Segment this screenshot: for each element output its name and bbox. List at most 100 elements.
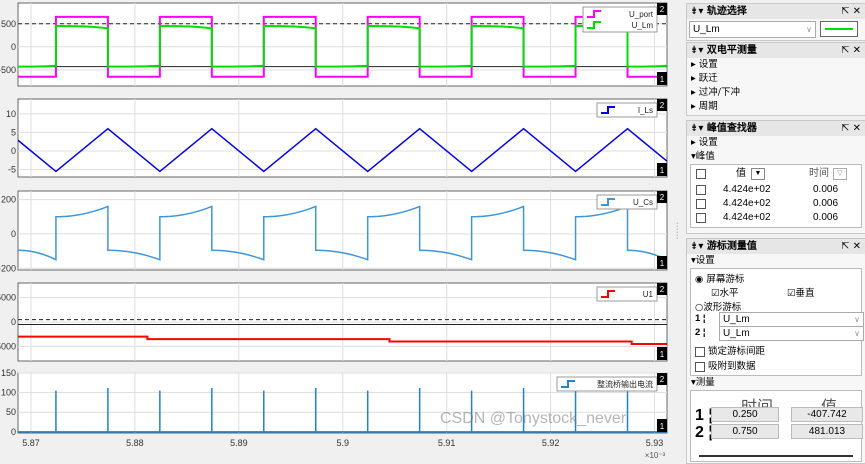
cursor-1-label: 1 (660, 166, 665, 175)
cursor-2-marker (657, 3, 667, 15)
scope-plots[interactable]: 5000-500U_portU_Lm211050-5I_Ls212000-200… (0, 0, 682, 462)
x-multiplier: ×10⁻³ (645, 451, 666, 460)
legend: 整流桥输出电流 (556, 376, 658, 392)
peak-checkbox[interactable] (696, 185, 706, 195)
cursor-1-marker (657, 347, 667, 360)
cursor-measure-panel: ⇟▾ 游标测量值 ⇱ ✕ ▾设置 ◉ 屏幕游标 ☑水平 ☑垂直 ○波形游标 1 ¦… (686, 238, 865, 464)
legend-label: U_port (629, 10, 654, 19)
trace-U_Lm (18, 25, 667, 68)
vertical-checkbox[interactable]: ☑垂直 (787, 288, 815, 299)
legend-swatch (587, 10, 601, 18)
cursor-settings[interactable]: ▾设置 (691, 255, 715, 266)
panel-pin-icon[interactable]: ⇟▾ (690, 123, 707, 134)
panel-title: 游标测量值 (706, 241, 757, 252)
peak-settings[interactable]: ▸ 设置 (691, 137, 718, 148)
cursor-1-marker (657, 72, 667, 85)
trace-dropdown[interactable]: U_Lm ∨ (689, 21, 816, 38)
legend-swatch (601, 290, 615, 298)
peak-peaks[interactable]: ▾峰值 (691, 151, 715, 162)
traces (18, 127, 667, 173)
legend-swatch (601, 198, 615, 206)
bilevel-overshoot[interactable]: ▸ 过冲/下冲 (691, 87, 740, 98)
close-icon[interactable]: ⇱ ✕ (841, 6, 861, 17)
cursor-1-label: 1 (660, 75, 665, 84)
lock-spacing-checkbox[interactable]: 锁定游标间距 (695, 343, 765, 357)
peak-value: 4.424e+02 (723, 184, 771, 195)
cursor1-dropdown[interactable]: U_Lm ∨ (719, 312, 864, 327)
x-tick-label: 5.92 (542, 438, 560, 448)
snap-to-data-checkbox[interactable]: 吸附到数据 (695, 358, 756, 372)
peak-time: 0.006 (813, 212, 839, 223)
waveform-cursor-radio[interactable]: ○波形游标 (695, 302, 742, 313)
cursor2-dropdown[interactable]: U_Lm ∨ (719, 326, 864, 341)
close-icon[interactable]: ⇱ ✕ (841, 123, 861, 134)
chevron-down-icon: ∨ (854, 315, 860, 324)
cursor-2-label: 2 (660, 375, 665, 384)
bilevel-settings[interactable]: ▸ 设置 (691, 59, 718, 70)
cursor-2-marker (657, 373, 667, 385)
y-tick-label: 150 (1, 368, 16, 378)
legend-label: I_Ls (638, 106, 653, 115)
watermark: CSDN @Tonystock_never (440, 410, 627, 427)
cursor-time: 0.750 (711, 424, 779, 439)
peak-value: 4.424e+02 (723, 198, 771, 209)
trace-U_Cs (18, 205, 667, 261)
peak-finder-panel: ⇟▾ 峰值查找器 ⇱ ✕ ▸ 设置 ▾峰值 值 ▼ 时间 ▽ 4.424e+02 0.00… (686, 120, 865, 234)
measurements-toggle[interactable]: ▾测量 (691, 377, 715, 388)
scope-panel-2: 10 5 0 -5 I_Ls 2 1 (6, 98, 668, 178)
traces (18, 335, 667, 345)
cursor-value: -407.742 (791, 407, 863, 422)
peak-time: 0.006 (813, 198, 839, 209)
panel-pin-icon[interactable]: ⇟▾ (690, 45, 707, 56)
panel-title: 轨迹选择 (706, 6, 747, 17)
panel-title: 双电平测量 (706, 45, 757, 56)
y-tick-label: 0 (11, 146, 16, 156)
x-tick-label: 5.93 (646, 438, 664, 448)
chevron-down-icon: ∨ (854, 329, 860, 338)
time-column-header: 时间 (809, 168, 829, 179)
cursor-index: 1 ¦ (695, 407, 713, 424)
x-tick-label: 5.91 (438, 438, 456, 448)
line-color-button[interactable] (820, 21, 858, 37)
y-tick-label: 0 (11, 427, 16, 437)
chevron-down-icon: ∨ (806, 25, 812, 34)
peak-table: 值 ▼ 时间 ▽ 4.424e+02 0.006 4.424e+02 0.006 4.424e… (690, 164, 862, 228)
cursor2-label: 2 ¦ (695, 327, 706, 338)
bilevel-transitions[interactable]: ▸ 跃迁 (691, 73, 718, 84)
trace-value: U_Lm (693, 24, 720, 35)
legend: I_Ls (596, 102, 658, 118)
x-tick-label: 5.88 (126, 438, 144, 448)
screen-cursor-radio[interactable]: ◉ 屏幕游标 (695, 274, 745, 285)
panel-pin-icon[interactable]: ⇟▾ (690, 241, 707, 252)
cursor-index: 2 ¦ (695, 424, 713, 441)
close-icon[interactable]: ⇱ ✕ (841, 241, 861, 252)
sort-value-icon[interactable]: ▼ (751, 168, 765, 180)
y-tick-label: 0 (11, 229, 16, 239)
y-tick-label: -5 (8, 165, 16, 175)
cursor-1-label: 1 (660, 350, 665, 359)
splitter-handle[interactable]: · · · · · · (676, 220, 679, 242)
horizontal-checkbox[interactable]: ☑水平 (711, 288, 739, 299)
y-tick-label: 200 (1, 195, 16, 205)
close-icon[interactable]: ⇱ ✕ (841, 45, 861, 56)
peak-row: 4.424e+02 0.006 (691, 197, 861, 211)
x-tick-label: 5.89 (230, 438, 248, 448)
legend: U_port U_Lm (582, 6, 658, 33)
panel-pin-icon[interactable]: ⇟▾ (690, 6, 707, 17)
trace-I_Ls (18, 127, 667, 173)
legend: U_Cs (596, 194, 658, 210)
select-all-checkbox[interactable] (696, 169, 706, 179)
peak-checkbox[interactable] (696, 199, 706, 209)
bilevel-period[interactable]: ▸ 周期 (691, 101, 718, 112)
cursor-time: 0.250 (711, 407, 779, 422)
cursor-2-marker (657, 283, 667, 295)
peak-checkbox[interactable] (696, 213, 706, 223)
sort-time-icon[interactable]: ▽ (833, 168, 847, 180)
y-tick-label: 0 (11, 42, 16, 52)
scope-panel-3: 200 0 -200 U_Cs 2 1 (0, 190, 668, 273)
x-tick-label: 5.87 (22, 438, 40, 448)
y-tick-label: -500 (0, 65, 16, 75)
